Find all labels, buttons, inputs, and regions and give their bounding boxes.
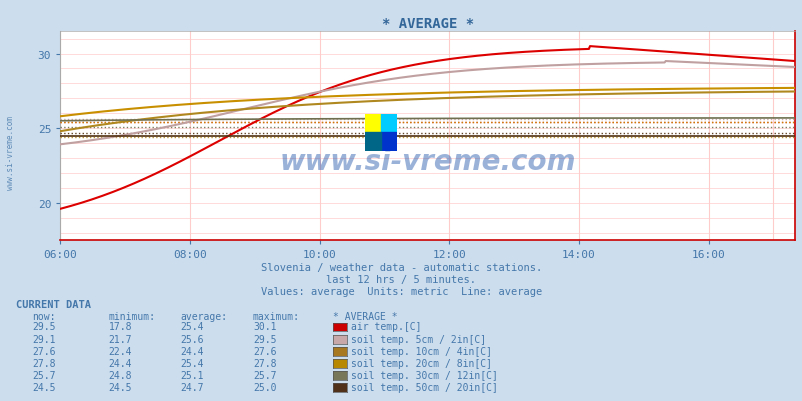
Text: soil temp. 20cm / 8in[C]: soil temp. 20cm / 8in[C] xyxy=(350,358,492,368)
Text: www.si-vreme.com: www.si-vreme.com xyxy=(279,148,575,175)
Text: air temp.[C]: air temp.[C] xyxy=(350,322,421,332)
Text: 27.6: 27.6 xyxy=(253,346,276,356)
Text: Slovenia / weather data - automatic stations.: Slovenia / weather data - automatic stat… xyxy=(261,263,541,273)
Text: 29.5: 29.5 xyxy=(32,322,55,332)
Text: 25.4: 25.4 xyxy=(180,358,204,368)
Text: 25.6: 25.6 xyxy=(180,334,204,344)
Text: 21.7: 21.7 xyxy=(108,334,132,344)
Text: 17.8: 17.8 xyxy=(108,322,132,332)
Text: 22.4: 22.4 xyxy=(108,346,132,356)
Text: CURRENT DATA: CURRENT DATA xyxy=(16,299,91,309)
Text: 25.7: 25.7 xyxy=(253,370,276,380)
Text: 25.7: 25.7 xyxy=(32,370,55,380)
Text: soil temp. 10cm / 4in[C]: soil temp. 10cm / 4in[C] xyxy=(350,346,492,356)
Text: minimum:: minimum: xyxy=(108,311,156,321)
Text: 24.7: 24.7 xyxy=(180,382,204,392)
Text: 25.1: 25.1 xyxy=(180,370,204,380)
Text: maximum:: maximum: xyxy=(253,311,300,321)
Text: now:: now: xyxy=(32,311,55,321)
Text: 24.4: 24.4 xyxy=(180,346,204,356)
Text: * AVERAGE *: * AVERAGE * xyxy=(333,311,397,321)
Text: last 12 hrs / 5 minutes.: last 12 hrs / 5 minutes. xyxy=(326,274,476,284)
Text: 29.5: 29.5 xyxy=(253,334,276,344)
Text: Values: average  Units: metric  Line: average: Values: average Units: metric Line: aver… xyxy=(261,286,541,296)
Text: 29.1: 29.1 xyxy=(32,334,55,344)
Text: 25.0: 25.0 xyxy=(253,382,276,392)
Text: 30.1: 30.1 xyxy=(253,322,276,332)
Text: soil temp. 30cm / 12in[C]: soil temp. 30cm / 12in[C] xyxy=(350,370,497,380)
Text: soil temp. 5cm / 2in[C]: soil temp. 5cm / 2in[C] xyxy=(350,334,485,344)
Text: 24.5: 24.5 xyxy=(32,382,55,392)
Text: 27.6: 27.6 xyxy=(32,346,55,356)
Text: 24.4: 24.4 xyxy=(108,358,132,368)
Text: 24.5: 24.5 xyxy=(108,382,132,392)
Text: www.si-vreme.com: www.si-vreme.com xyxy=(6,115,15,189)
Title: * AVERAGE *: * AVERAGE * xyxy=(381,17,473,31)
Text: 27.8: 27.8 xyxy=(32,358,55,368)
Text: 25.4: 25.4 xyxy=(180,322,204,332)
Text: soil temp. 50cm / 20in[C]: soil temp. 50cm / 20in[C] xyxy=(350,382,497,392)
Text: average:: average: xyxy=(180,311,228,321)
Text: 24.8: 24.8 xyxy=(108,370,132,380)
Text: 27.8: 27.8 xyxy=(253,358,276,368)
